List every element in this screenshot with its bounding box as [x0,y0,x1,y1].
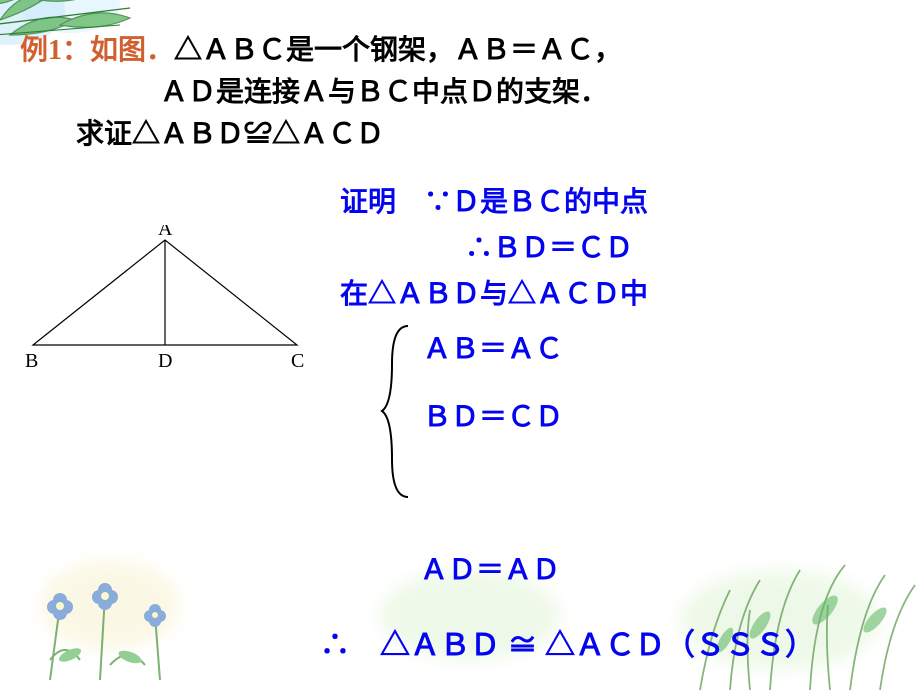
proof-line-3: 在△ＡＢＤ与△ＡＣＤ中 [340,272,900,318]
proof-line-2: ∴ＢＤ＝ＣＤ [340,226,900,272]
proof-equations: ＡＢ＝ＡＣ ＢＤ＝ＣＤ x [380,324,900,499]
proof-block: 证明 ∵Ｄ是ＢＣ的中点 ∴ＢＤ＝ＣＤ 在△ＡＢＤ与△ＡＣＤ中 ＡＢ＝ＡＣ ＢＤ＝… [340,180,900,499]
brace-content: ＡＢ＝ＡＣ ＢＤ＝ＣＤ x [415,327,563,495]
left-brace [380,324,415,499]
example-label: 例1：如图． [20,35,174,66]
proof-eq-2: ＢＤ＝ＣＤ [423,395,563,435]
problem-line-2: ＡＤ是连接Ａ与ＢＣ中点Ｄ的支架． [20,72,900,114]
problem-statement: 例1：如图．△ＡＢＣ是一个钢架，ＡＢ＝ＡＣ， ＡＤ是连接Ａ与ＢＣ中点Ｄ的支架． … [20,30,900,156]
proof-eq-3: ＡＤ＝ＡＤ [420,548,560,588]
problem-line-1-body: △ＡＢＣ是一个钢架，ＡＢ＝ＡＣ， [174,35,622,66]
triangle-svg: A B C D [25,225,305,375]
problem-line-1: 例1：如图．△ＡＢＣ是一个钢架，ＡＢ＝ＡＣ， [20,30,900,72]
proof-conclusion: ∴ △ＡＢＤ ≅ △ＡＣＤ（ＳＳＳ） [320,620,815,664]
proof-eq-1: ＡＢ＝ＡＣ [423,327,563,367]
decor-grass-br [660,540,920,690]
label-C: C [291,350,304,372]
label-B: B [25,350,38,372]
label-A: A [158,225,173,240]
decor-flowers-bl [10,565,250,685]
proof-line-1: 证明 ∵Ｄ是ＢＣ的中点 [340,180,900,226]
label-D: D [158,350,172,372]
problem-line-3: 求证△ＡＢＤ≌△ＡＣＤ [20,114,900,156]
triangle-diagram: A B C D [25,225,305,375]
